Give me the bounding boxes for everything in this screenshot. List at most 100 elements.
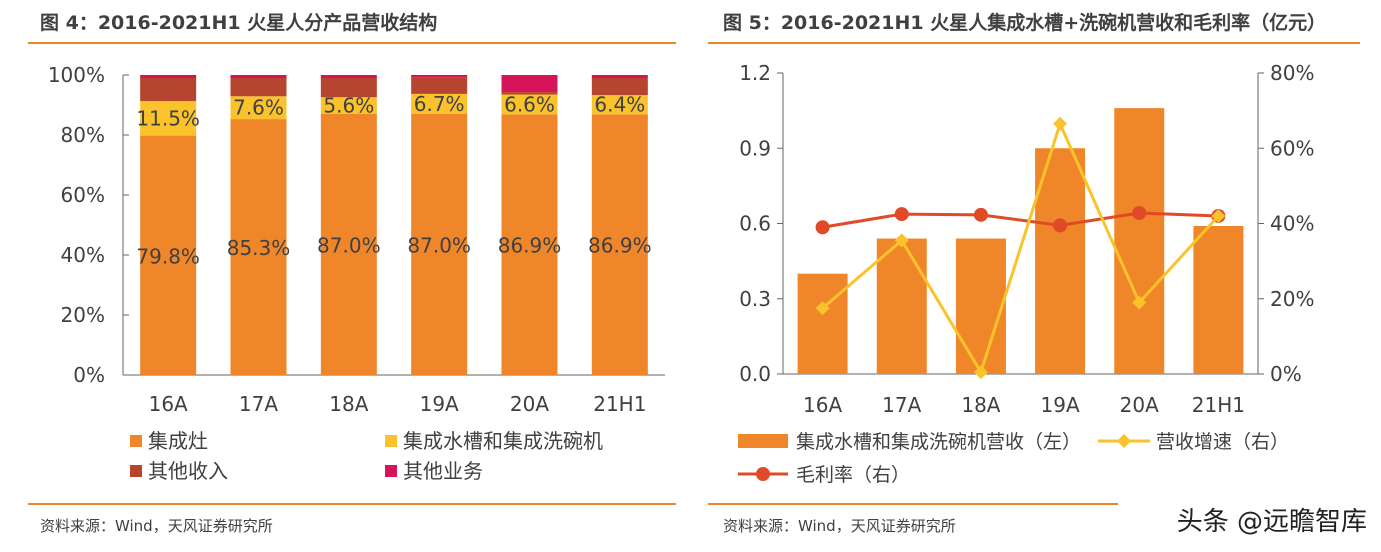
y-tick-label: 100% [48,63,105,87]
watermark: 头条 @远瞻智库 [1176,507,1367,537]
left-source: 资料来源：Wind，天风证券研究所 [40,517,273,535]
legend-label: 集成灶 [148,429,208,453]
bar-segment-0 [501,114,558,376]
y-right-tick-label: 0% [1270,362,1302,386]
x-tick-label: 19A [420,392,459,416]
data-label: 6.6% [504,92,555,116]
growth-marker [894,233,909,248]
revenue-bar [876,238,927,374]
bar-segment-2 [411,77,468,94]
y-left-tick-label: 0.3 [739,287,771,311]
left-title-rule [28,42,676,44]
data-label: 11.5% [136,106,200,130]
revenue-bar [955,238,1006,374]
data-label: 79.8% [136,244,200,268]
y-left-tick-label: 0.9 [739,136,771,160]
x-tick-label: 17A [239,392,278,416]
legend-swatch [385,465,397,477]
growth-marker [1211,208,1226,223]
right-chart-title: 图 5：2016-2021H1 火星人集成水槽+洗碗机营收和毛利率（亿元） [723,12,1327,34]
data-label: 6.4% [594,93,645,117]
right-panel: 图 5：2016-2021H1 火星人集成水槽+洗碗机营收和毛利率（亿元） 0.… [690,0,1381,552]
x-tick-label: 17A [882,393,921,417]
bar-segment-3 [230,75,287,78]
data-label: 86.9% [588,234,652,258]
bar-segment-2 [501,92,558,95]
legend-swatch [130,465,142,477]
bar-segment-3 [411,75,468,78]
legend-label-bar: 集成水槽和集成洗碗机营收（左） [796,431,1081,453]
y-left-tick-label: 1.2 [739,61,771,85]
right-source-rule [708,503,1118,505]
stacked-bar-chart: 0% 20% 40% 60% 80% 100% 79.8% 11.5% 16A 85.3% 7.6%… [48,63,665,483]
x-tick-label: 20A [1120,393,1159,417]
y-right-tick-label: 20% [1270,287,1314,311]
y-left-tick-label: 0.6 [739,212,771,236]
revenue-bar [1193,226,1244,374]
bar-segment-3 [591,75,648,78]
bar-segment-1 [320,97,377,114]
margin-marker [894,207,909,222]
growth-marker [973,365,988,380]
x-tick-label: 18A [329,392,368,416]
bar-segment-0 [320,114,377,375]
y-right-tick-label: 60% [1270,136,1314,160]
revenue-bar [1035,148,1086,374]
legend-label-growth: 营收增速（右） [1156,431,1289,453]
margin-marker [1132,205,1147,220]
bar-segment-1 [140,101,197,136]
bar-segment-0 [230,119,287,375]
data-label: 85.3% [227,236,291,260]
data-label: 87.0% [407,234,471,258]
y-right-tick-label: 80% [1270,61,1314,85]
bar-segment-0 [140,135,197,375]
bar-segment-0 [411,114,468,375]
x-tick-label: 16A [803,393,842,417]
data-label: 7.6% [233,96,284,120]
y-tick-label: 80% [61,123,105,147]
y-right-tick-label: 40% [1270,212,1314,236]
legend-swatch [385,435,397,447]
legend-label-margin: 毛利率（右） [796,464,910,486]
right-title-rule [708,42,1360,44]
y-tick-label: 40% [61,243,105,267]
bar-segment-2 [591,78,648,96]
y-left-tick-label: 0.0 [739,362,771,386]
legend-swatch [130,435,142,447]
growth-marker [1053,116,1068,131]
legend-marker-growth [1117,434,1131,448]
bar-segment-3 [320,75,377,78]
x-tick-label: 20A [510,392,549,416]
data-label: 5.6% [323,94,374,118]
x-tick-label: 21H1 [1192,393,1245,417]
legend-label: 其他业务 [403,459,483,483]
bar-segment-1 [411,93,468,114]
data-label: 87.0% [317,234,381,258]
legend-label: 其他收入 [148,459,228,483]
growth-line [821,119,1220,376]
bar-segment-2 [320,78,377,98]
margin-marker [1053,218,1068,233]
data-label: 6.7% [414,92,465,116]
bar-segment-2 [230,78,287,97]
bar-segment-1 [230,96,287,120]
left-panel: 图 4：2016-2021H1 火星人分产品营收结构 0% 20% 40% 60% 80… [0,0,690,552]
bar-segment-3 [501,75,558,93]
y-tick-label: 60% [61,183,105,207]
left-chart-title: 图 4：2016-2021H1 火星人分产品营收结构 [40,12,438,34]
growth-marker [815,301,830,316]
revenue-bar [1114,108,1165,374]
bar-segment-0 [591,114,648,376]
data-label: 86.9% [498,234,562,258]
x-tick-label: 16A [149,392,188,416]
x-tick-label: 19A [1041,393,1080,417]
growth-marker [1132,295,1147,310]
bar-segment-1 [591,95,648,115]
y-tick-label: 20% [61,303,105,327]
right-source: 资料来源：Wind，天风证券研究所 [723,517,956,535]
legend-swatch-bar [738,434,788,448]
x-tick-label: 18A [961,393,1000,417]
legend-marker-margin [756,467,770,481]
bar-segment-3 [140,75,197,78]
bar-segment-1 [501,94,558,115]
